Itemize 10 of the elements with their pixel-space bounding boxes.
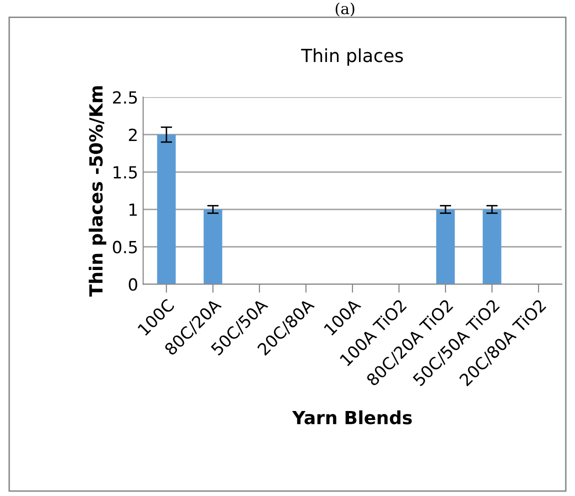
x-axis-title: Yarn Blends (292, 410, 412, 424)
y-tick-label: 2 (128, 128, 137, 141)
y-axis-title: Thin places -50%/Km (88, 86, 106, 297)
y-tick-label: 2.5 (113, 91, 137, 104)
y-tick-label: 1.5 (114, 166, 137, 179)
y-tick-label: 1 (130, 204, 137, 216)
text: (a) (336, 2, 354, 16)
y-tick-label: 0.5 (112, 240, 137, 254)
y-tick-label: 0 (128, 278, 138, 291)
chart-title: Thin places (301, 48, 403, 66)
